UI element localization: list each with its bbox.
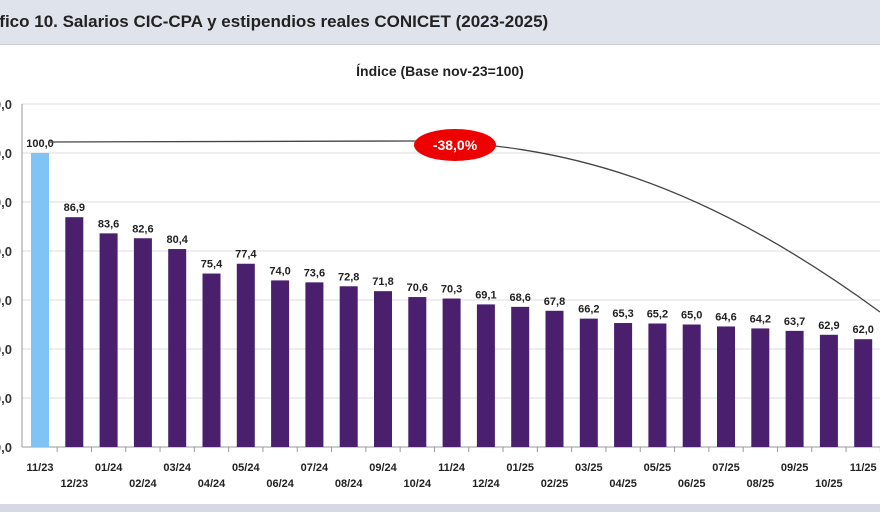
y-tick-label: 90,0 (0, 195, 12, 210)
data-label: 74,0 (269, 265, 290, 277)
bar-12/23 (65, 217, 84, 447)
data-label: 82,6 (132, 223, 153, 235)
data-label: 100,0 (26, 138, 54, 150)
x-tick-label: 09/24 (369, 462, 397, 474)
data-label: 83,6 (98, 218, 119, 230)
bar-02/25 (545, 310, 564, 447)
x-tick-label: 07/24 (301, 462, 329, 474)
data-label: 66,2 (578, 304, 599, 316)
data-label: 72,8 (338, 271, 359, 283)
x-tick-label: 11/24 (438, 462, 466, 474)
chart-figure-title: Gráfico 10. Salarios CIC-CPA y estipendi… (0, 12, 549, 31)
callout-label: -38,0% (433, 137, 478, 153)
data-label: 86,9 (64, 202, 85, 214)
y-tick-label: 40,0 (0, 440, 12, 455)
bar-04/24 (202, 273, 221, 447)
x-tick-label: 01/24 (95, 462, 123, 474)
bar-06/24 (271, 280, 290, 447)
data-label: 65,0 (681, 310, 702, 322)
x-tick-label: 08/25 (747, 478, 775, 490)
data-label: 68,6 (509, 292, 530, 304)
data-label: 67,8 (544, 296, 565, 308)
y-tick-label: 110,0 (0, 97, 12, 112)
x-tick-label: 02/25 (541, 478, 569, 490)
data-label: 62,9 (818, 320, 839, 332)
bar-11/23 (31, 153, 49, 447)
data-label: 65,2 (647, 309, 668, 321)
y-tick-label: 100,0 (0, 146, 12, 161)
chart-title: Índice (Base nov-23=100) (356, 63, 524, 79)
bar-11/25 (854, 339, 873, 447)
x-tick-label: 01/25 (506, 462, 534, 474)
bar-08/25 (751, 328, 770, 447)
data-label: 77,4 (235, 249, 257, 261)
bar-06/25 (682, 324, 701, 447)
data-label: 65,3 (612, 308, 633, 320)
data-label: 64,2 (750, 313, 771, 325)
y-tick-label: 50,0 (0, 391, 12, 406)
bar-10/25 (819, 334, 838, 447)
bar-03/25 (579, 318, 598, 447)
x-tick-label: 04/24 (198, 478, 226, 490)
x-tick-label: 12/24 (472, 478, 500, 490)
x-tick-label: 03/24 (163, 462, 191, 474)
x-tick-label: 10/24 (404, 478, 432, 490)
bar-01/24 (99, 233, 118, 447)
bar-05/25 (648, 323, 667, 447)
bar-07/24 (305, 282, 324, 447)
data-label: 80,4 (166, 234, 188, 246)
bar-08/24 (339, 286, 358, 447)
data-label: 71,8 (372, 276, 393, 288)
x-tick-label: 12/23 (61, 478, 89, 490)
data-label: 70,3 (441, 284, 462, 296)
x-tick-label: 05/24 (232, 462, 260, 474)
data-label: 73,6 (304, 267, 325, 279)
bar-10/24 (408, 297, 427, 447)
bar-01/25 (511, 306, 530, 447)
x-tick-label: 06/25 (678, 478, 706, 490)
y-tick-label: 80,0 (0, 244, 12, 259)
data-label: 70,6 (407, 282, 428, 294)
bar-09/25 (785, 330, 804, 447)
data-label: 75,4 (201, 259, 223, 271)
x-tick-label: 09/25 (781, 462, 809, 474)
bar-09/24 (374, 291, 392, 447)
x-tick-label: 06/24 (266, 478, 294, 490)
bar-02/24 (133, 238, 152, 447)
bar-07/25 (717, 326, 735, 447)
x-tick-label: 03/25 (575, 462, 603, 474)
callout-ellipse (414, 129, 496, 161)
x-tick-label: 11/25 (850, 462, 877, 474)
x-tick-label: 02/24 (129, 478, 157, 490)
data-label: 69,1 (475, 289, 496, 301)
header-band: Gráfico 10. Salarios CIC-CPA y estipendi… (0, 0, 880, 45)
y-tick-label: 60,0 (0, 342, 12, 357)
x-tick-label: 08/24 (335, 478, 363, 490)
data-label: 62,0 (852, 324, 873, 336)
bar-05/24 (236, 263, 255, 447)
x-tick-label: 04/25 (609, 478, 637, 490)
x-tick-label: 10/25 (815, 478, 843, 490)
x-tick-label: 05/25 (644, 462, 672, 474)
data-label: 64,6 (715, 311, 736, 323)
footer-band (0, 504, 880, 512)
bar-11/24 (442, 298, 461, 447)
y-tick-label: 70,0 (0, 293, 12, 308)
bar-04/25 (614, 323, 633, 447)
x-tick-label: 07/25 (712, 462, 740, 474)
bar-12/24 (476, 304, 495, 447)
bar-03/24 (168, 249, 187, 447)
x-tick-label: 11/23 (27, 462, 54, 474)
data-label: 63,7 (784, 316, 805, 328)
